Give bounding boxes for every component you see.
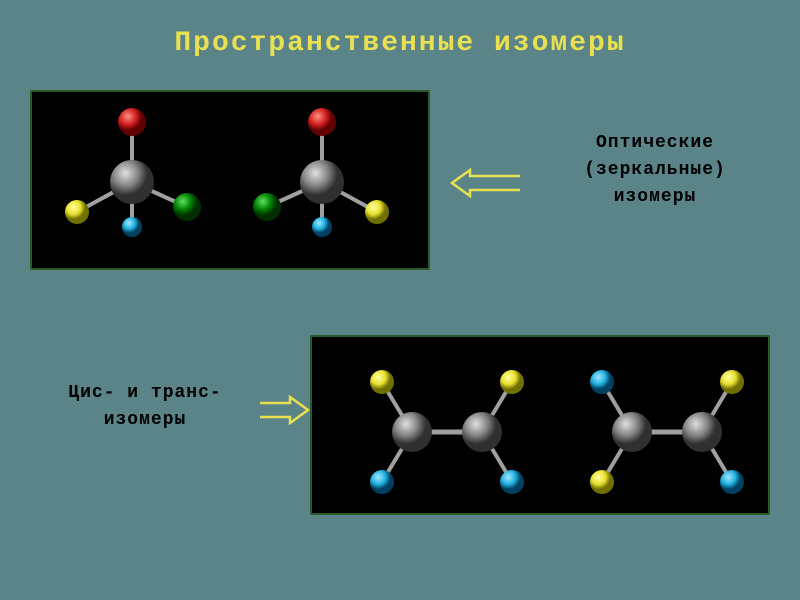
arrow-right-icon [260, 395, 310, 430]
optical-left-molecule [65, 108, 201, 237]
cistrans-molecules-svg [312, 337, 772, 517]
trans-molecule [590, 370, 744, 494]
optical-label: Оптические (зеркальные) изомеры [540, 130, 770, 211]
optical-isomers-panel [30, 90, 430, 270]
page-title: Пространственные изомеры [0, 0, 800, 77]
cistrans-label-line2: изомеры [30, 407, 260, 434]
optical-right-molecule [253, 108, 389, 237]
optical-label-line1: Оптические [540, 130, 770, 157]
cistrans-label: Цис- и транс- изомеры [30, 380, 260, 434]
cistrans-isomers-panel [310, 335, 770, 515]
optical-label-line3: изомеры [540, 184, 770, 211]
cistrans-label-line1: Цис- и транс- [30, 380, 260, 407]
optical-molecules-svg [32, 92, 432, 272]
cis-molecule [370, 370, 524, 494]
optical-label-line2: (зеркальные) [540, 157, 770, 184]
arrow-left-icon [450, 168, 520, 203]
